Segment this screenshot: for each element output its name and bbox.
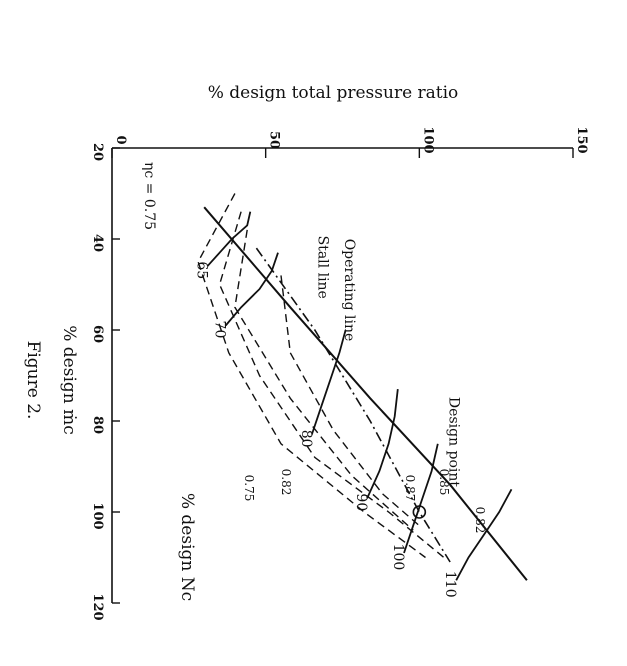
y-tick-label: 100: [420, 126, 435, 153]
x-axis-title: % design ṁc: [59, 325, 79, 435]
speed-line: [206, 211, 252, 267]
stall-line-label: Stall line: [314, 236, 330, 299]
x-tick-label: 60: [90, 325, 105, 343]
speed-line-label: 100: [390, 544, 406, 571]
speed-line-label: 80: [298, 430, 314, 448]
efficiency-contour: [280, 275, 420, 527]
efficiency-contour: [234, 229, 414, 531]
operating-line-label: Operating line: [341, 239, 357, 342]
speed-lines-title: % design Nc: [177, 493, 197, 601]
efficiency-label: 0.75: [242, 475, 256, 502]
y-tick-label: 50: [267, 131, 282, 149]
x-tick-label: 120: [90, 593, 105, 620]
efficiency-contour: [218, 211, 445, 559]
efficiency-label: 0.87: [403, 475, 417, 502]
speed-line: [225, 252, 279, 327]
stall-line: [203, 206, 528, 581]
x-tick-label: 100: [90, 502, 105, 529]
x-tick-label: 20: [90, 143, 105, 161]
speed-line: [310, 329, 347, 435]
efficiency-label: 0.82: [279, 469, 293, 496]
speed-line-label: 70: [212, 321, 228, 339]
speed-line: [403, 443, 439, 554]
speed-line-label: 65: [193, 261, 209, 279]
plot-area: 0 50 100 150 20 40 60 80 100 120 % design ṁc 65 70 80…: [59, 126, 589, 620]
speed-line-label: 110: [442, 571, 458, 598]
speed-line: [455, 488, 513, 581]
figure-caption: Figure 2.: [23, 341, 43, 420]
design-point-marker: [412, 505, 427, 519]
efficiency-contour: [197, 193, 426, 559]
y-axis-title: % design total pressure ratio: [208, 83, 459, 103]
efficiency-label: 0.82: [473, 507, 487, 534]
x-tick-label: 80: [90, 416, 105, 434]
x-tick-label: 40: [90, 234, 105, 252]
operating-line: [255, 247, 451, 563]
efficiency-eta-label: ηc = 0.75: [141, 162, 157, 230]
y-tick-label: 150: [574, 126, 589, 153]
efficiency-label: 0.85: [437, 469, 451, 496]
design-point-label: Design point: [445, 397, 461, 487]
speed-line-label: 90: [353, 493, 369, 511]
speed-line: [366, 388, 399, 499]
y-tick-label: 0: [113, 135, 128, 144]
